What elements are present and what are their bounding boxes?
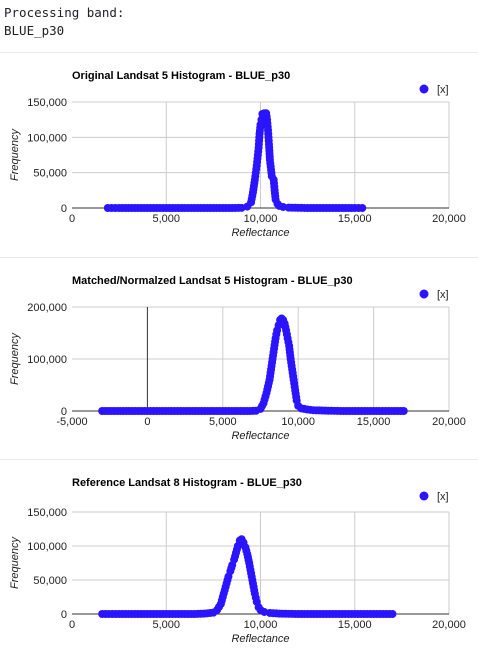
x-axis-title: Reflectance [231,430,289,442]
y-tick-label: 0 [61,203,67,215]
chart-title: Reference Landsat 8 Histogram - BLUE_p30 [72,477,302,489]
y-tick-label: 0 [61,609,67,621]
x-tick-label: 15,000 [338,619,372,631]
chart-matched: Matched/Normalzed Landsat 5 Histogram - … [9,275,466,442]
x-tick-label: 20,000 [432,619,466,631]
x-tick-label: 15,000 [338,213,372,225]
x-tick-label: 0 [69,619,75,631]
chart-title: Matched/Normalzed Landsat 5 Histogram - … [72,275,353,287]
legend-label: [x] [437,84,449,96]
chart-reference: Reference Landsat 8 Histogram - BLUE_p30… [9,477,466,645]
x-tick-label: 5,000 [209,416,237,428]
x-tick-label: 5,000 [152,619,180,631]
x-tick-label: 10,000 [281,416,315,428]
x-tick-label: 15,000 [357,416,391,428]
x-tick-label: 20,000 [432,213,466,225]
x-tick-label: 5,000 [152,213,180,225]
x-tick-label: 20,000 [432,416,466,428]
x-axis-title: Reflectance [231,633,289,645]
legend-label: [x] [437,289,449,301]
console-line-processing: Processing band: [4,5,125,20]
y-tick-label: 100,000 [27,132,67,144]
legend-label: [x] [437,491,449,503]
data-point [358,204,367,212]
data-point [399,407,408,415]
chart-panel-matched: Matched/Normalzed Landsat 5 Histogram - … [0,257,478,453]
console-line-band: BLUE_p30 [4,23,65,38]
x-tick-label: 0 [144,416,150,428]
y-tick-label: 0 [61,406,67,418]
chart-title: Original Landsat 5 Histogram - BLUE_p30 [72,70,290,82]
y-tick-label: 100,000 [27,541,67,553]
y-axis-title: Frequency [9,536,21,589]
y-axis-title: Frequency [9,128,21,181]
chart-panel-original: Original Landsat 5 Histogram - BLUE_p30 [… [0,52,478,248]
legend-marker-icon [419,84,429,94]
y-tick-label: 50,000 [33,575,67,587]
x-tick-label: 10,000 [244,619,278,631]
y-tick-label: 150,000 [27,507,67,519]
x-tick-label: 0 [69,213,75,225]
chart-panel-reference: Reference Landsat 8 Histogram - BLUE_p30… [0,459,478,655]
legend-marker-icon [419,491,429,501]
y-tick-label: 150,000 [27,97,67,109]
x-axis-title: Reflectance [231,227,289,239]
y-tick-label: 100,000 [27,354,67,366]
chart-original: Original Landsat 5 Histogram - BLUE_p30 [… [9,70,466,239]
y-axis-title: Frequency [9,332,21,385]
y-tick-label: 50,000 [33,168,67,180]
data-point [388,610,397,618]
y-tick-label: 200,000 [27,302,67,314]
x-tick-label: -5,000 [56,416,87,428]
legend-marker-icon [419,289,429,299]
x-tick-label: 10,000 [244,213,278,225]
